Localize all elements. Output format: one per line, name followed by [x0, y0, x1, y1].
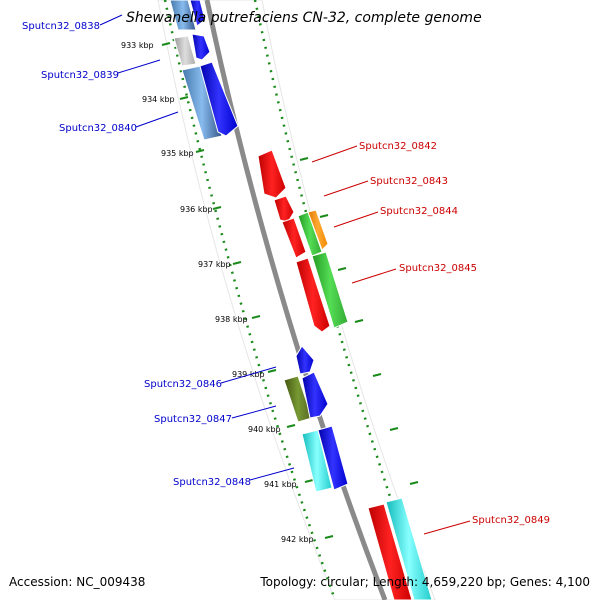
right-gene-labels: Sputcn32_0842 Sputcn32_0843 Sputcn32_084… [311, 141, 550, 535]
gene-label[interactable]: Sputcn32_0842 [359, 141, 437, 152]
gene-label[interactable]: Sputcn32_0844 [380, 206, 458, 217]
gene-0848b-feature[interactable] [317, 425, 349, 491]
gene-0840b-feature[interactable] [199, 61, 239, 137]
gene-0838-feature[interactable] [169, 0, 197, 31]
gene-label[interactable]: Sputcn32_0848 [173, 477, 251, 488]
gene-0845-feature[interactable] [295, 257, 331, 333]
kbp-label: 936 kbp [180, 205, 213, 214]
gene-0839b-feature[interactable] [191, 33, 211, 61]
major-ticks [161, 42, 419, 539]
kbp-labels: 933 kbp 934 kbp 935 kbp 936 kbp 937 kbp … [121, 41, 314, 544]
map-title: Shewanella putrefaciens CN-32, complete … [126, 10, 482, 26]
gene-0848-feature[interactable] [301, 429, 333, 493]
genome-summary: Topology: circular; Length: 4,659,220 bp… [259, 575, 590, 589]
gene-label[interactable]: Sputcn32_0849 [472, 515, 550, 526]
gene-0845b-feature[interactable] [311, 251, 349, 329]
gene-0843b-feature[interactable] [281, 217, 307, 259]
gene-label[interactable]: Sputcn32_0838 [22, 21, 100, 32]
gene-label[interactable]: Sputcn32_0840 [59, 123, 137, 134]
gene-label[interactable]: Sputcn32_0846 [144, 379, 222, 390]
backbone-band [157, 0, 436, 600]
gene-label[interactable]: Sputcn32_0843 [370, 176, 448, 187]
kbp-label: 940 kbp [248, 425, 281, 434]
gene-0842-feature[interactable] [257, 149, 287, 199]
gene-0846-feature[interactable] [295, 345, 315, 375]
kbp-label: 939 kbp [232, 370, 265, 379]
kbp-label: 938 kbp [215, 315, 248, 324]
kbp-label: 934 kbp [142, 95, 175, 104]
kbp-label: 941 kbp [264, 480, 297, 489]
kbp-label: 942 kbp [281, 535, 314, 544]
gene-label[interactable]: Sputcn32_0845 [399, 263, 477, 274]
kbp-label: 933 kbp [121, 41, 154, 50]
kbp-label: 935 kbp [161, 149, 194, 158]
gene-0843-feature[interactable] [273, 195, 295, 223]
gene-0844-feature[interactable] [297, 211, 323, 257]
kbp-label: 937 kbp [198, 260, 231, 269]
gene-0849b-feature[interactable] [385, 497, 433, 600]
genome-backbone [204, 0, 388, 600]
gene-0839-feature[interactable] [173, 35, 197, 67]
gene-label[interactable]: Sputcn32_0847 [154, 414, 232, 425]
accession-text: Accession: NC_009438 [9, 575, 145, 589]
gene-label[interactable]: Sputcn32_0839 [41, 70, 119, 81]
left-gene-labels: Sputcn32_0838 Sputcn32_0839 Sputcn32_084… [22, 14, 295, 488]
gene-features [169, 0, 433, 600]
gene-0847b-feature[interactable] [301, 371, 329, 419]
gene-0849-feature[interactable] [367, 503, 413, 600]
gene-0840-feature[interactable] [181, 65, 223, 141]
gene-0844b-feature[interactable] [307, 209, 329, 251]
gene-0838b-feature[interactable] [189, 0, 206, 27]
